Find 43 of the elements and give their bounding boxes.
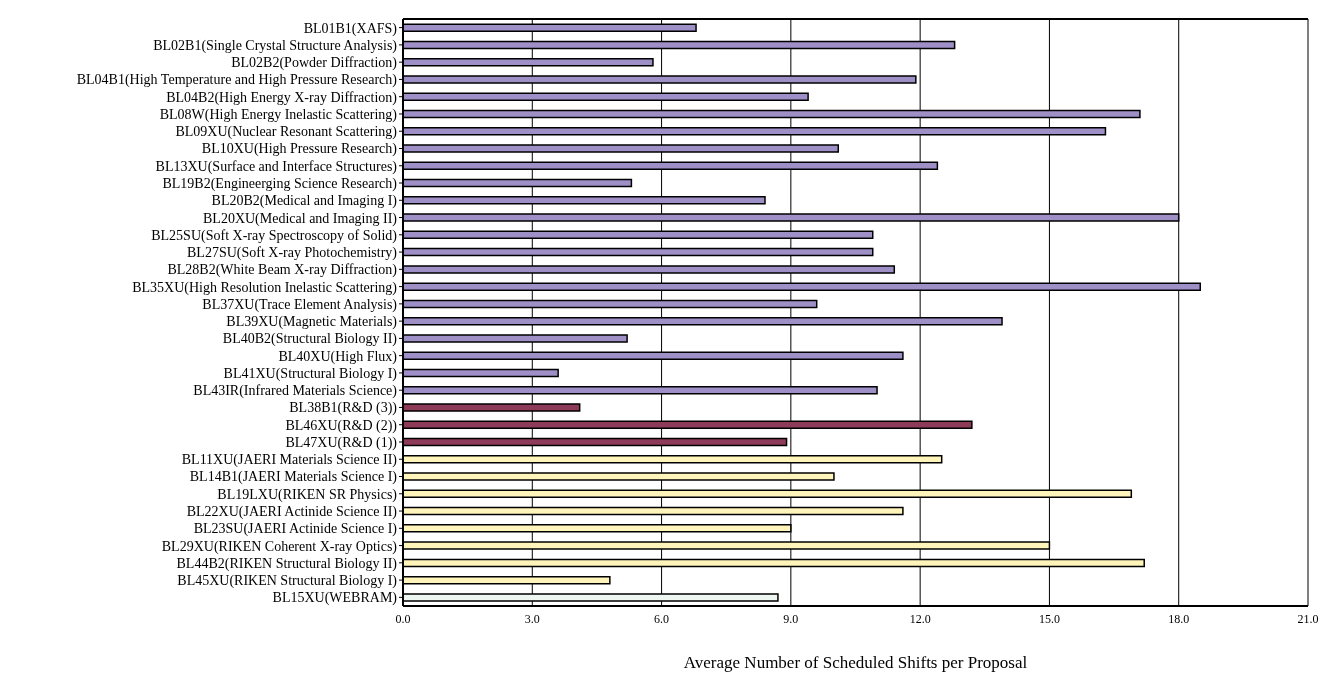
y-tick-label: BL04B2(High Energy X-ray Diffraction) bbox=[166, 89, 398, 106]
y-tick-label: BL43IR(Infrared Materials Science) bbox=[193, 383, 398, 400]
x-tick-label: 0.0 bbox=[395, 611, 411, 626]
y-tick-label: BL01B1(XAFS) bbox=[303, 20, 398, 37]
y-tick-label: BL09XU(Nuclear Resonant Scattering) bbox=[175, 124, 398, 141]
y-tick-label: BL10XU(High Pressure Research) bbox=[201, 141, 398, 158]
y-tick-label: BL19LXU(RIKEN SR Physics) bbox=[217, 486, 398, 503]
y-tick-label: BL35XU(High Resolution Inelastic Scattering) bbox=[132, 279, 398, 296]
x-tick-label: 3.0 bbox=[524, 611, 540, 626]
y-tick-label: BL20XU(Medical and Imaging II) bbox=[203, 210, 398, 227]
y-tick-label: BL47XU(R&D (1)) bbox=[285, 434, 398, 451]
y-tick-label: BL19B2(Engineerging Science Research) bbox=[162, 175, 398, 192]
y-tick-label: BL22XU(JAERI Actinide Science II) bbox=[186, 504, 398, 521]
y-tick-label: BL02B1(Single Crystal Structure Analysis) bbox=[153, 37, 398, 54]
y-tick-label: BL28B2(White Beam X-ray Diffraction) bbox=[167, 262, 398, 279]
y-tick-label: BL23SU(JAERI Actinide Science I) bbox=[193, 521, 398, 538]
y-tick-label: BL29XU(RIKEN Coherent X-ray Optics) bbox=[161, 538, 398, 555]
y-tick-label: BL45XU(RIKEN Structural Biology I) bbox=[177, 573, 398, 590]
y-tick-label: BL14B1(JAERI Materials Science I) bbox=[189, 469, 398, 486]
y-tick-label: BL37XU(Trace Element Analysis) bbox=[202, 296, 398, 313]
y-tick-label: BL40XU(High Flux) bbox=[278, 348, 398, 365]
x-axis-title: Average Number of Scheduled Shifts per Proposal bbox=[683, 653, 1028, 672]
y-tick-label: BL20B2(Medical and Imaging I) bbox=[211, 193, 398, 210]
y-tick-label: BL27SU(Soft X-ray Photochemistry) bbox=[187, 245, 398, 262]
y-tick-label: BL25SU(Soft X-ray Spectroscopy of Solid) bbox=[151, 227, 398, 244]
y-tick-label: BL38B1(R&D (3)) bbox=[289, 400, 398, 417]
x-tick-label: 18.0 bbox=[1168, 611, 1190, 626]
y-tick-label: BL40B2(Structural Biology II) bbox=[222, 331, 398, 348]
x-tick-label: 12.0 bbox=[909, 611, 931, 626]
x-tick-label: 6.0 bbox=[654, 611, 670, 626]
x-tick-label: 15.0 bbox=[1038, 611, 1060, 626]
y-tick-label: BL02B2(Powder Diffraction) bbox=[231, 55, 398, 72]
y-tick-label: BL08W(High Energy Inelastic Scattering) bbox=[159, 106, 398, 123]
y-tick-label: BL13XU(Surface and Interface Structures) bbox=[155, 158, 398, 175]
y-tick-label: BL39XU(Magnetic Materials) bbox=[226, 314, 398, 331]
y-tick-label: BL44B2(RIKEN Structural Biology II) bbox=[176, 555, 398, 572]
x-tick-label: 9.0 bbox=[783, 611, 799, 626]
x-tick-label: 21.0 bbox=[1297, 611, 1319, 626]
y-tick-label: BL15XU(WEBRAM) bbox=[272, 590, 398, 607]
y-tick-label: BL41XU(Structural Biology I) bbox=[223, 365, 398, 382]
y-tick-label: BL46XU(R&D (2)) bbox=[285, 417, 398, 434]
y-tick-label: BL04B1(High Temperature and High Pressure Research) bbox=[76, 72, 398, 89]
y-tick-label: BL11XU(JAERI Materials Science II) bbox=[181, 452, 398, 469]
